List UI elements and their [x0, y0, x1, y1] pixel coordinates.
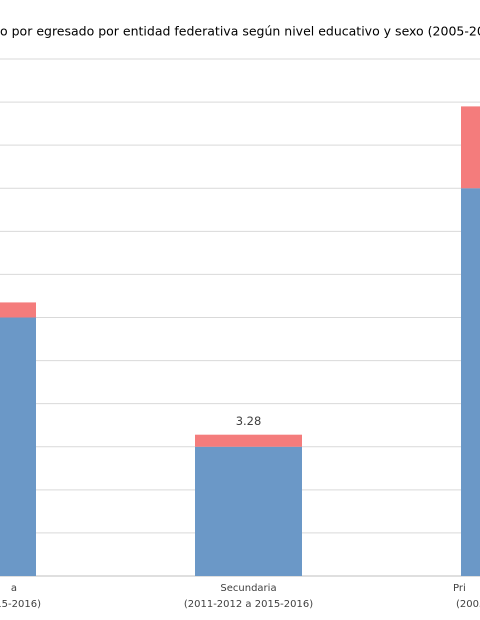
data-label: 3.28	[236, 414, 262, 428]
x-tick-sublabel: (2011-2012 a 2015-2016)	[184, 599, 313, 610]
bar-segment	[0, 302, 36, 318]
chart-title: o por egresado por entidad federativa se…	[0, 24, 480, 39]
x-tick-sublabel: 015-2016)	[0, 599, 41, 610]
x-tick-label: a	[11, 583, 17, 594]
bar-segment	[0, 317, 36, 576]
x-tick-label: Pri	[453, 583, 466, 594]
bar-segment	[461, 106, 480, 189]
bar-segment	[195, 434, 302, 447]
x-tick-sublabel: (2005	[456, 599, 480, 610]
x-tick-label: Secundaria	[220, 583, 276, 594]
bar-segment	[195, 446, 302, 576]
bar-segment	[461, 188, 480, 576]
